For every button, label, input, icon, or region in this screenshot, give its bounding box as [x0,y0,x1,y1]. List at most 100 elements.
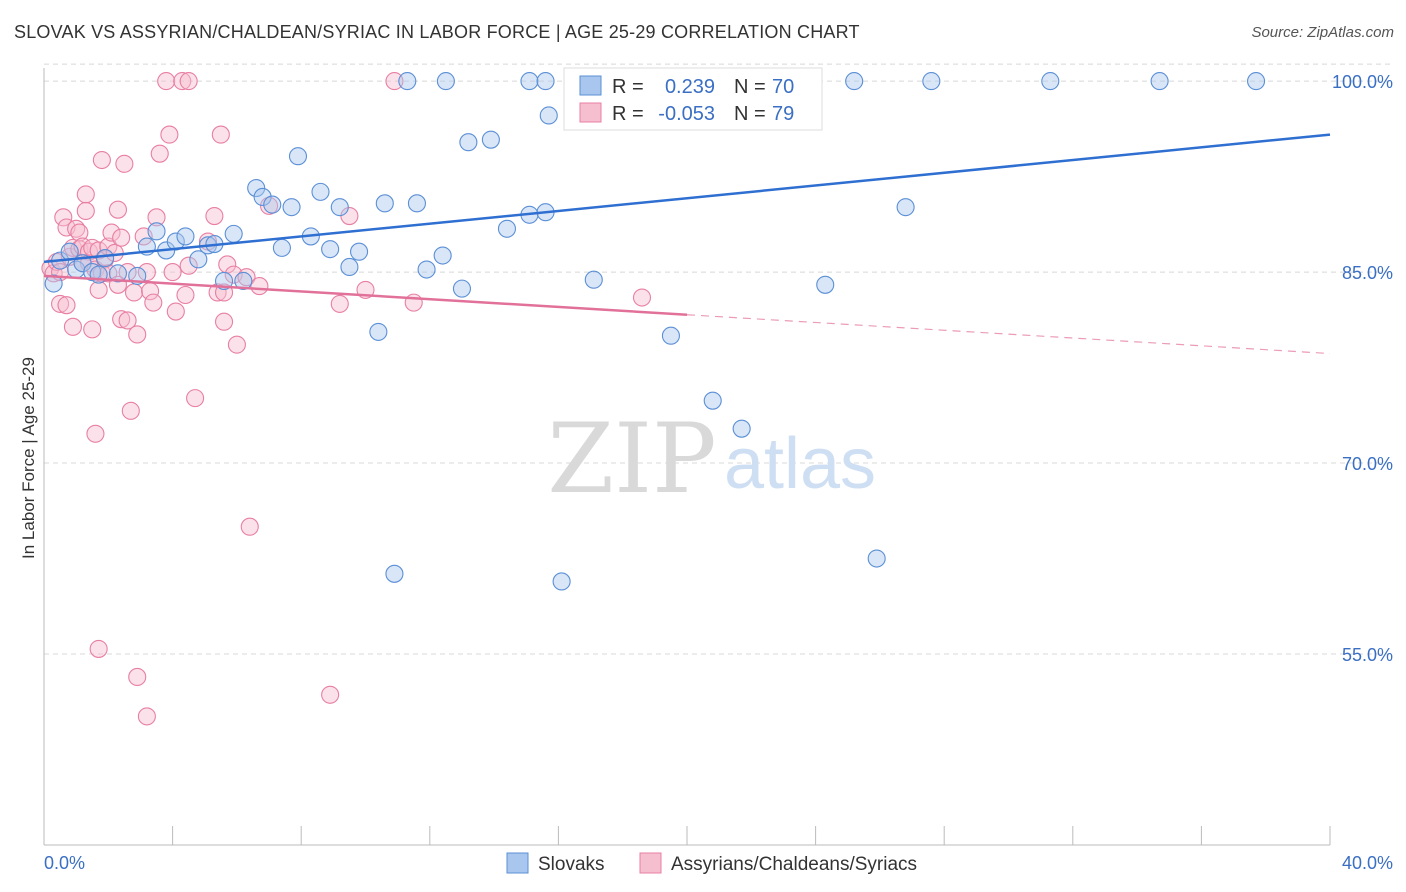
assyrians-point [54,208,73,227]
assyrians-point [124,283,144,302]
slovaks-point [481,130,500,149]
slovaks-point [263,195,282,214]
slovaks-point [247,178,266,198]
slovaks-point [896,198,915,217]
assyrians-point [112,228,131,247]
slovaks-point [1247,72,1266,91]
slovaks-point [845,72,864,91]
slovaks-point [321,240,340,259]
slovaks-point [330,198,349,217]
assyrians-point [92,150,111,170]
assyrians-point [208,283,227,302]
slovaks-point [288,147,308,166]
assyrians-point [51,294,70,313]
correlation-legend: R = 0.239 N = 70 R = -0.053 N = 79 [563,67,823,131]
slovaks-point [234,271,253,291]
assyrians-point [205,207,224,226]
y-tick-label: 55.0% [1342,645,1393,665]
trend-lines [43,133,1331,355]
assyrians-point [147,208,166,227]
bottom-legend-swatch-assyrians [639,852,662,874]
assyrians-point [144,293,163,312]
assyrians-point [137,707,156,726]
slovaks-point [350,242,369,261]
legend-box [563,67,823,131]
assyrians-point [89,639,108,658]
grid-lines [44,63,1392,655]
axes [43,68,1331,846]
assyrians-trend-line [43,274,688,316]
y-tick-label: 85.0% [1342,263,1393,283]
assyrians-point [112,310,131,329]
slovaks-point [922,72,941,91]
slovaks-point [272,238,291,257]
slovaks-point [436,72,455,91]
slovaks-point [816,275,835,294]
assyrians-point [128,667,147,686]
assyrians-point [89,280,108,299]
legend-n-label-2: N = [734,103,766,125]
slovaks-point [44,274,63,293]
slovaks-point [584,270,603,289]
assyrians-point [121,401,140,420]
slovaks-point [385,564,404,583]
slovaks-point [1041,72,1060,91]
assyrians-point [330,294,349,313]
slovaks-point [1150,72,1169,91]
slovaks-point [282,198,301,217]
slovaks-point [311,182,330,201]
assyrians-point [186,389,205,408]
legend-r-label-1: R = [612,76,644,98]
assyrians-point [385,72,404,91]
legend-n-value-slovaks: 70 [772,76,794,98]
assyrians-point [150,144,169,163]
slovaks-point [417,260,436,279]
slovaks-point [96,249,115,268]
slovaks-point [497,219,517,238]
assyrians-point [76,185,95,204]
assyrians-point [166,302,185,321]
legend-n-label-1: N = [734,76,766,98]
assyrians-point [115,154,134,173]
slovaks-point [253,187,272,207]
legend-r-label-2: R = [612,103,644,125]
slovaks-trend-line [43,133,1331,264]
watermark-zip: ZIP [547,403,716,515]
assyrians-point [118,311,137,330]
x-tick-label-min: 0.0% [44,853,85,873]
assyrians-point [108,200,127,219]
assyrians-point [137,263,156,282]
slovaks-point [452,279,472,298]
legend-r-value-slovaks: 0.239 [665,76,715,98]
slovaks-point [703,391,722,410]
assyrians-point [214,312,234,331]
assyrians-point [86,424,105,443]
slovaks-point [214,271,234,291]
assyrians-point [83,320,102,339]
assyrians-point [157,72,176,91]
assyrians-point [173,72,192,91]
slovaks-point [552,572,571,591]
tick-labels: 55.0% 70.0% 85.0% 100.0% 0.0% 40.0% [44,72,1393,873]
legend-n-value-assyrians: 79 [772,103,794,125]
y-axis-title: In Labor Force | Age 25-29 [19,357,38,559]
slovaks-point [459,133,478,152]
assyrians-trend-line-extension [686,314,1331,355]
assyrians-point [102,223,121,242]
slovaks-point [867,549,886,568]
bottom-legend-label-assyrians: Assyrians/Chaldeans/Syriacs [671,854,917,875]
slovaks-point [340,257,359,277]
series-assyrians-points [41,72,652,726]
slovaks-point [375,194,394,213]
assyrians-point [321,685,340,704]
slovaks-point [176,227,195,246]
slovaks-point [433,246,452,265]
slovaks-point [398,72,417,91]
source-credit: Source: ZipAtlas.com [1251,24,1394,41]
slovaks-point [407,194,426,213]
assyrians-point [128,325,147,344]
y-tick-label: 70.0% [1342,454,1393,474]
y-tick-label: 100.0% [1332,72,1393,92]
x-tick-label-max: 40.0% [1342,853,1393,873]
